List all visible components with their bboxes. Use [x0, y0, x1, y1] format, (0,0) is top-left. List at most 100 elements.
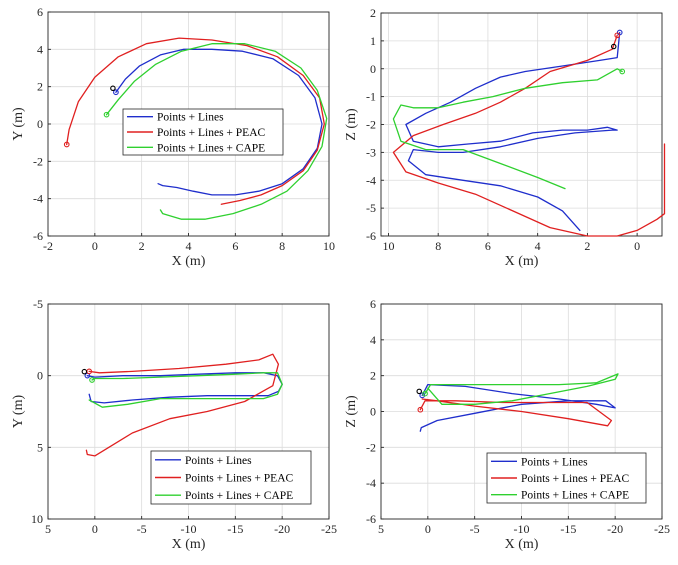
y-tick-label: -5: [366, 201, 376, 215]
series-line-2: [85, 353, 280, 457]
series-start-marker: [63, 141, 70, 148]
y-tick-label: 4: [37, 42, 43, 56]
y-tick-label: 6: [370, 297, 376, 311]
x-tick-label: -10: [181, 522, 197, 536]
y-tick-label: -3: [366, 145, 376, 159]
y-tick-label: -1: [366, 90, 376, 104]
y-tick-label: -2: [33, 154, 43, 168]
plot-frame: [47, 11, 330, 237]
y-tick-label: -2: [366, 440, 376, 454]
y-axis-label: Z (m): [344, 108, 359, 141]
y-tick-label: 0: [370, 62, 376, 76]
chart-top-left: -2 0 2 4 6 8 10 -6 -4 -2 0 2 4 6 X (m) Y (m) Points + Li…: [11, 5, 335, 269]
legend-entry: Points + Lines + PEAC: [521, 473, 630, 485]
plot-frame: [380, 303, 663, 520]
series-line-2: [66, 37, 325, 205]
x-axis-label: X (m): [172, 254, 206, 269]
x-tick-label: 8: [435, 239, 441, 253]
series-start-marker: [619, 68, 626, 75]
y-tick-label: -5: [33, 297, 43, 311]
x-tick-label: 5: [45, 522, 51, 536]
x-tick-label: 0: [92, 522, 98, 536]
x-tick-label: 10: [323, 239, 335, 253]
legend-entry: Points + Lines + CAPE: [185, 490, 293, 502]
y-tick-label: 0: [370, 405, 376, 419]
x-tick-label: 8: [279, 239, 285, 253]
x-tick-label: -5: [470, 522, 480, 536]
legend-entry: Points + Lines + CAPE: [521, 490, 629, 502]
chart-top-right: 10 8 6 4 2 0 -6 -5 -4 -3 -2 -1 0 1 2 X (m) Z (m): [344, 6, 666, 269]
y-tick-label: 2: [370, 369, 376, 383]
x-tick-label: -25: [321, 522, 337, 536]
series-line-2: [392, 34, 666, 237]
x-tick-label: -20: [274, 522, 290, 536]
x-tick-label: 0: [634, 239, 640, 253]
legend: Points + Lines Points + Lines + PEAC Point…: [486, 452, 647, 504]
y-tick-label: 5: [37, 440, 43, 454]
series-line-1: [419, 383, 616, 432]
y-tick-label: 0: [37, 117, 43, 131]
y-axis-label: Z (m): [344, 395, 359, 428]
x-tick-label: 0: [425, 522, 431, 536]
series-line-3: [105, 43, 328, 220]
y-tick-label: -6: [366, 229, 376, 243]
x-tick-label: 5: [378, 522, 384, 536]
origin-marker: [81, 368, 88, 375]
x-tick-label: 6: [485, 239, 491, 253]
x-axis-label: X (m): [505, 254, 539, 269]
x-tick-label: 2: [584, 239, 590, 253]
x-tick-label: 10: [382, 239, 394, 253]
legend-entry: Points + Lines: [521, 456, 588, 468]
x-tick-label: 4: [535, 239, 541, 253]
y-tick-label: 0: [37, 369, 43, 383]
y-axis-label: Y (m): [11, 107, 26, 141]
y-tick-label: 1: [370, 34, 376, 48]
x-tick-label: -2: [43, 239, 53, 253]
series-start-marker: [103, 111, 110, 118]
legend-entry: Points + Lines: [185, 455, 252, 467]
x-tick-label: 0: [92, 239, 98, 253]
plot-frame: [47, 303, 330, 520]
x-tick-label: 2: [139, 239, 145, 253]
legend-entry: Points + Lines + PEAC: [185, 473, 294, 485]
x-axis-label: X (m): [505, 537, 539, 552]
y-tick-label: -6: [33, 229, 43, 243]
x-tick-label: -25: [654, 522, 670, 536]
series-start-marker: [422, 390, 428, 397]
series-line-1: [115, 48, 323, 196]
y-tick-label: 2: [37, 80, 43, 94]
y-tick-label: -4: [366, 173, 376, 187]
series-line-1: [405, 31, 621, 232]
y-axis-label: Y (m): [11, 395, 26, 429]
legend: Points + Lines Points + Lines + PEAC Point…: [122, 108, 284, 156]
y-tick-label: -4: [366, 476, 376, 490]
origin-marker: [110, 85, 116, 92]
series-line-3: [88, 372, 283, 408]
series-start-marker: [417, 406, 424, 413]
origin-marker: [416, 388, 422, 395]
y-tick-label: 2: [370, 6, 376, 20]
series-line-3: [424, 373, 619, 405]
series-start-marker: [89, 377, 95, 383]
series-line-3: [392, 68, 623, 190]
series-start-marker: [113, 89, 119, 96]
x-tick-label: -20: [607, 522, 623, 536]
legend-entry: Points + Lines: [157, 112, 224, 124]
plot-frame: [380, 12, 663, 237]
series-start-marker: [614, 32, 621, 39]
legend-entry: Points + Lines + CAPE: [157, 142, 265, 154]
y-tick-label: 10: [31, 512, 43, 526]
y-tick-label: 4: [370, 333, 376, 347]
series-line-2: [419, 398, 613, 427]
y-tick-label: 6: [37, 5, 43, 19]
x-tick-label: 4: [186, 239, 192, 253]
x-axis-label: X (m): [172, 537, 206, 552]
legend: Points + Lines Points + Lines + PEAC Point…: [150, 450, 312, 505]
x-tick-label: -15: [560, 522, 576, 536]
x-tick-label: -5: [137, 522, 147, 536]
legend-entry: Points + Lines + PEAC: [157, 127, 266, 139]
x-tick-label: 6: [232, 239, 238, 253]
